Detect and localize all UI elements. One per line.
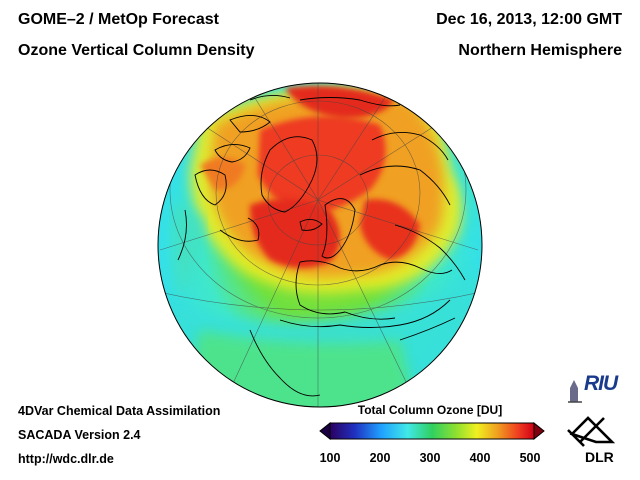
hemisphere-label: Northern Hemisphere xyxy=(458,42,622,59)
map-subtitle: Ozone Vertical Column Density xyxy=(18,42,255,59)
colorbar-tick-400: 400 xyxy=(469,451,491,465)
footer-url[interactable]: http://wdc.dlr.de xyxy=(18,452,114,466)
colorbar-tick-100: 100 xyxy=(319,451,341,465)
footer-method: 4DVar Chemical Data Assimilation xyxy=(18,404,221,418)
dlr-logo-icon xyxy=(567,416,616,447)
riu-logo-text: RIU xyxy=(584,372,618,395)
coastlines xyxy=(177,95,466,397)
dlr-logo-text: DLR xyxy=(585,449,614,465)
colorbar-title: Total Column Ozone [DU] xyxy=(357,403,503,417)
ozone-field xyxy=(158,83,482,407)
colorbar-tick-500: 500 xyxy=(519,451,541,465)
riu-logo-icon xyxy=(568,380,582,403)
colorbar-tick-200: 200 xyxy=(369,451,391,465)
colorbar-max-arrow xyxy=(533,421,545,441)
ozone-colorbar xyxy=(319,421,545,441)
footer-version: SACADA Version 2.4 xyxy=(18,428,141,442)
colorbar-min-arrow xyxy=(319,421,331,441)
graticule xyxy=(158,83,482,407)
map-title: GOME–2 / MetOp Forecast xyxy=(18,11,219,28)
forecast-date: Dec 16, 2013, 12:00 GMT xyxy=(436,11,622,28)
colorbar-tick-300: 300 xyxy=(419,451,441,465)
